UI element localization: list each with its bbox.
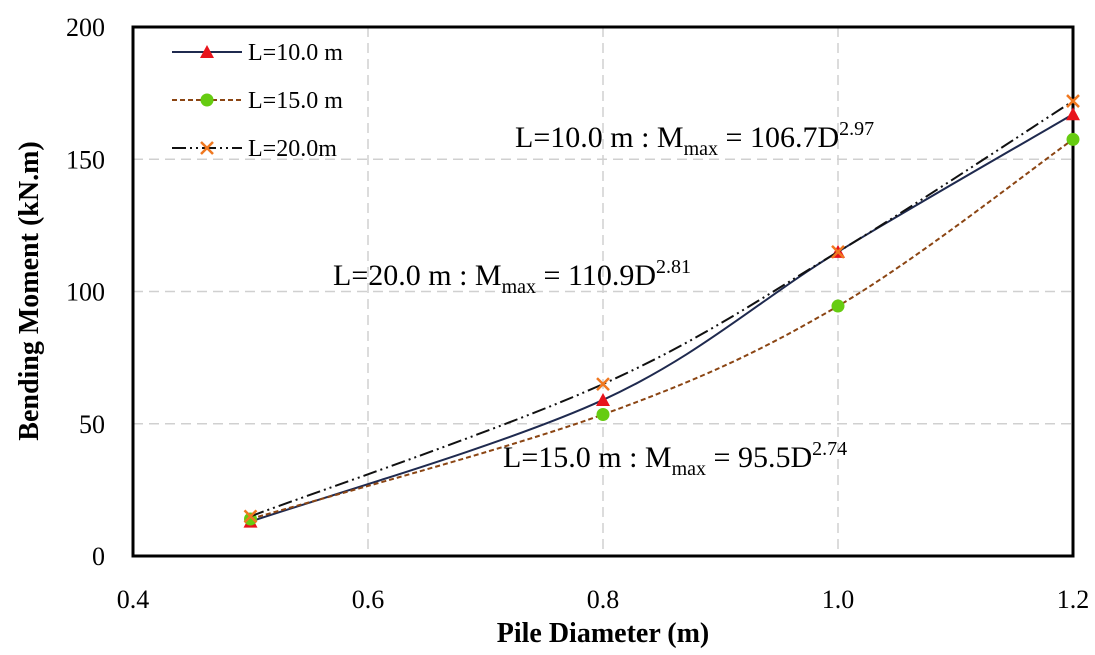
y-tick-label: 100 bbox=[66, 278, 105, 307]
x-tick-label: 0.6 bbox=[352, 585, 385, 614]
legend-marker bbox=[200, 141, 214, 155]
x-tick-label: 0.8 bbox=[587, 585, 620, 614]
annotation-sup: 2.97 bbox=[839, 118, 874, 140]
y-tick-label: 50 bbox=[79, 410, 105, 439]
x-tick-label: 0.4 bbox=[117, 585, 150, 614]
marker bbox=[596, 407, 610, 421]
y-tick-label: 0 bbox=[92, 542, 105, 571]
plot-frame bbox=[131, 25, 1075, 558]
legend-label: L=20.0m bbox=[248, 136, 337, 162]
legend-label: L=15.0 m bbox=[248, 88, 343, 114]
marker bbox=[831, 299, 845, 313]
annotation-sub: max bbox=[502, 276, 536, 298]
annotation-text: = 110.9D bbox=[536, 259, 656, 292]
legend-marker bbox=[200, 45, 214, 58]
y-tick-label: 200 bbox=[66, 13, 105, 42]
annotation: L=10.0 m : Mmax = 106.7D2.97 bbox=[515, 118, 874, 160]
annotation-text: L=10.0 m : M bbox=[515, 121, 684, 154]
annotation-text: = 106.7D bbox=[718, 121, 839, 154]
annotation-text: = 95.5D bbox=[706, 441, 812, 474]
x-axis-label: Pile Diameter (m) bbox=[497, 618, 710, 649]
annotation-sub: max bbox=[672, 458, 706, 480]
annotation: L=15.0 m : Mmax = 95.5D2.74 bbox=[503, 438, 847, 480]
legend-label: L=10.0 m bbox=[248, 40, 343, 66]
annotation-text: L=20.0 m : M bbox=[333, 259, 502, 292]
annotation-sup: 2.81 bbox=[656, 256, 691, 278]
y-axis-label: Bending Moment (kN.m) bbox=[14, 141, 45, 440]
marker bbox=[243, 509, 258, 524]
legend-marker bbox=[200, 93, 214, 107]
marker bbox=[831, 244, 845, 259]
x-tick-label: 1.0 bbox=[822, 585, 855, 614]
annotation-sub: max bbox=[684, 138, 718, 160]
series-line bbox=[250, 100, 1074, 518]
annotation-sup: 2.74 bbox=[812, 438, 847, 460]
marker bbox=[1066, 94, 1080, 108]
marker bbox=[1066, 107, 1080, 121]
annotation-text: L=15.0 m : M bbox=[503, 441, 672, 474]
y-tick-label: 150 bbox=[66, 145, 105, 174]
series-line bbox=[250, 113, 1074, 523]
x-tick-label: 1.2 bbox=[1057, 585, 1090, 614]
series-line bbox=[250, 138, 1074, 520]
annotation: L=20.0 m : Mmax = 110.9D2.81 bbox=[333, 256, 691, 298]
marker bbox=[1066, 132, 1080, 146]
marker bbox=[596, 392, 610, 406]
marker bbox=[596, 377, 610, 391]
